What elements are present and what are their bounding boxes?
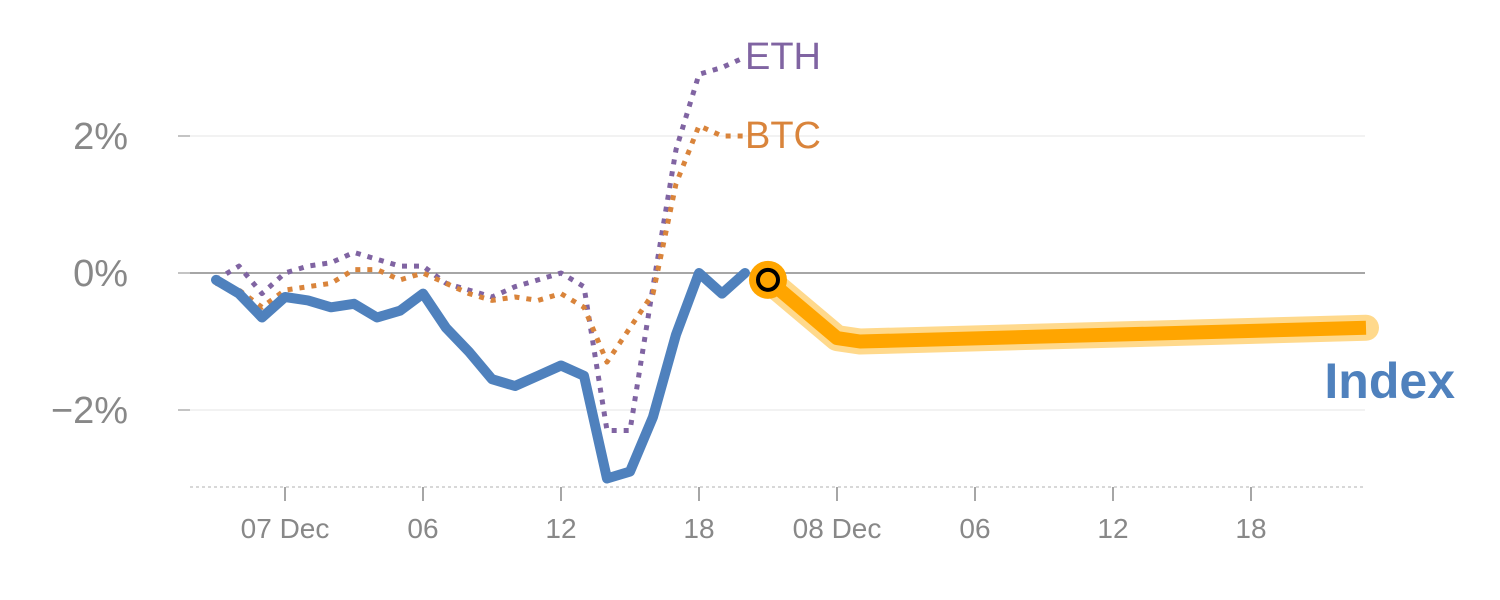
x-tick-label: 06 (959, 513, 990, 544)
x-tick-label: 12 (545, 513, 576, 544)
y-tick-label: 2% (73, 116, 128, 158)
series-layer (211, 54, 750, 484)
x-tick-label: 18 (683, 513, 714, 544)
forecast-layer (755, 266, 1379, 355)
x-tick-label: 06 (407, 513, 438, 544)
x-tick-label: 18 (1235, 513, 1266, 544)
marker-inner (756, 267, 780, 292)
axes: 2% 0% −2% 07 Dec 06 12 18 08 Dec 06 12 18 (51, 116, 1365, 544)
series-label-btc: BTC (745, 115, 821, 157)
y-tick-label: 0% (73, 253, 128, 295)
series-label-eth: ETH (745, 36, 821, 78)
series-line-index (211, 268, 750, 484)
series-label-index: Index (1324, 353, 1455, 409)
labels-layer: ETH BTC Index (745, 36, 1455, 409)
x-tick-label: 08 Dec (793, 513, 882, 544)
series-line-btc (215, 123, 745, 365)
forecast-line (763, 274, 1367, 349)
marker-layer (749, 260, 787, 299)
series-line-eth (214, 54, 747, 433)
x-tick-label: 12 (1097, 513, 1128, 544)
x-tick-label: 07 Dec (241, 513, 330, 544)
y-tick-label: −2% (51, 390, 128, 432)
